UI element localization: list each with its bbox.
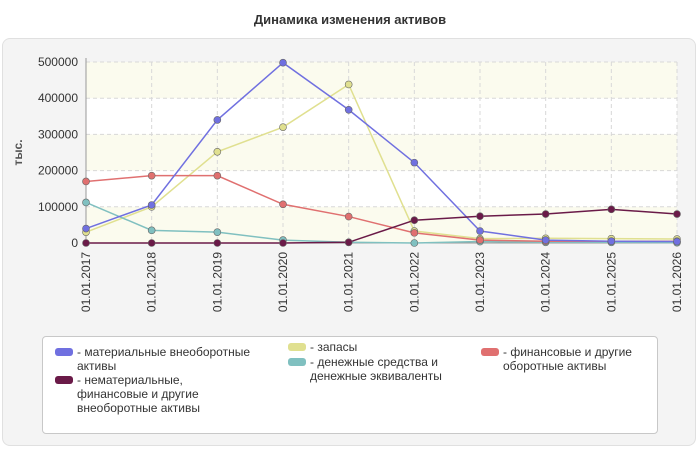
x-tick-label: 01.01.2022 <box>407 252 421 312</box>
y-axis-label: тыс. <box>11 139 25 165</box>
x-tick-label: 01.01.2020 <box>276 252 290 312</box>
legend-label: - денежные средства и денежные эквивален… <box>310 355 442 383</box>
x-tick-label: 01.01.2021 <box>342 252 356 312</box>
legend-label: - нематериальные, финансовые и другие вн… <box>77 373 200 415</box>
legend-item-financial-current-assets: - финансовые и другие оборотные активы <box>481 345 656 373</box>
data-point <box>82 177 90 186</box>
series-line <box>85 201 678 244</box>
data-point <box>147 171 156 180</box>
y-tick-label: 400000 <box>38 91 78 105</box>
x-tick-label: 01.01.2019 <box>210 252 224 312</box>
legend-label: - запасы <box>310 340 358 354</box>
data-point <box>410 239 419 247</box>
data-point <box>541 210 550 218</box>
data-point <box>213 228 222 236</box>
legend-label: - материальные внеоборотные активы <box>77 345 250 373</box>
chart-title: Динамика изменения активов <box>253 12 447 27</box>
series-line <box>85 83 678 240</box>
legend-swatch <box>55 376 73 384</box>
data-point <box>344 212 353 221</box>
legend-label: - финансовые и другие оборотные активы <box>503 345 632 373</box>
legend-swatch <box>288 358 306 366</box>
series-line <box>85 61 678 243</box>
data-point <box>476 227 484 235</box>
y-tick-label: 200000 <box>38 164 78 178</box>
legend-item-cash: - денежные средства и денежные эквивален… <box>288 355 468 383</box>
data-point <box>410 229 419 237</box>
y-tick-label: 100000 <box>38 200 78 214</box>
grid-band <box>86 62 677 99</box>
series-line <box>86 208 678 244</box>
data-point <box>279 58 287 67</box>
grid-band <box>86 134 677 171</box>
data-point <box>279 200 287 209</box>
x-tick-label: 01.01.2023 <box>473 252 487 312</box>
data-point <box>673 210 681 218</box>
y-tick-label: 300000 <box>38 127 78 141</box>
data-point <box>279 239 287 247</box>
series-layer <box>82 58 681 247</box>
data-point <box>344 105 353 114</box>
data-point <box>607 237 616 245</box>
data-point <box>410 216 419 224</box>
data-point <box>213 147 222 156</box>
data-point <box>541 236 550 244</box>
x-tick-label: 01.01.2017 <box>79 252 93 312</box>
x-tick-label: 01.01.2025 <box>604 252 618 312</box>
grid <box>85 61 678 243</box>
data-point <box>607 205 616 214</box>
data-point <box>147 239 156 247</box>
data-point <box>147 226 156 235</box>
data-point <box>213 239 222 247</box>
y-tick-label: 500000 <box>38 55 78 69</box>
data-point <box>213 171 222 180</box>
legend-item-intangible-assets: - нематериальные, финансовые и другие вн… <box>55 373 270 415</box>
data-point <box>82 239 90 247</box>
data-point <box>476 236 484 244</box>
data-point <box>279 123 287 131</box>
legend-item-tangible-assets: - материальные внеоборотные активы <box>55 345 270 373</box>
data-point <box>476 212 484 221</box>
x-tick-label: 01.01.2024 <box>539 252 553 312</box>
legend-swatch <box>288 343 306 351</box>
x-tick-label: 01.01.2018 <box>145 252 159 312</box>
data-point <box>344 238 353 247</box>
data-point <box>147 201 156 209</box>
data-point <box>82 224 90 233</box>
data-point <box>410 158 419 167</box>
data-point <box>213 116 222 124</box>
legend-swatch <box>481 348 499 356</box>
data-point <box>82 198 90 207</box>
legend: - материальные внеоборотные активы - нем… <box>42 336 658 434</box>
legend-item-inventory: - запасы <box>288 340 468 354</box>
x-tick-label: 01.01.2026 <box>670 252 684 312</box>
y-tick-label: 0 <box>71 236 78 250</box>
data-point <box>344 80 353 89</box>
legend-swatch <box>55 348 73 356</box>
data-point <box>673 237 681 246</box>
